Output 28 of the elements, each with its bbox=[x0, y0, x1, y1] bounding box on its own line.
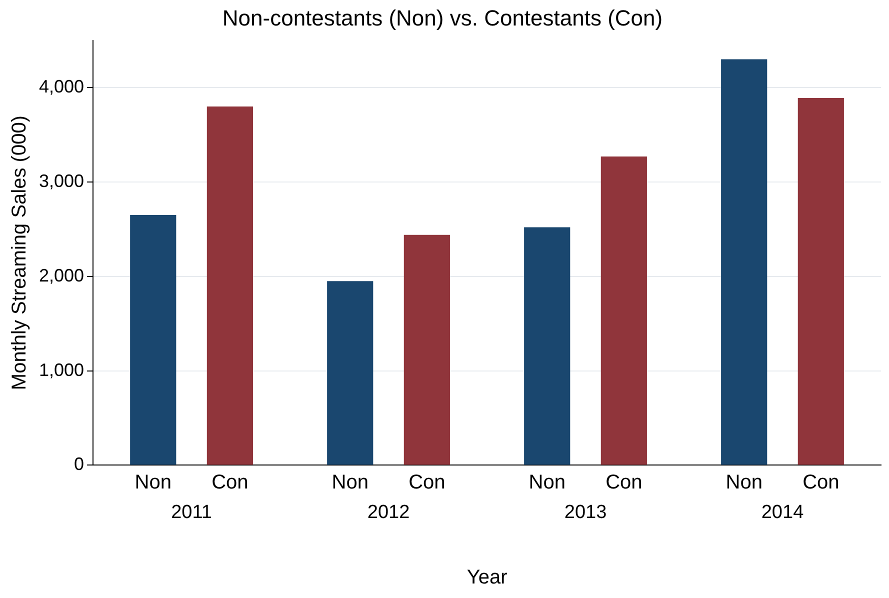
text: Non bbox=[332, 472, 368, 494]
x-tick-label: 2011 bbox=[171, 502, 212, 523]
series-label: Con bbox=[212, 472, 248, 494]
bar bbox=[206, 106, 253, 465]
text: Non bbox=[528, 472, 566, 494]
bar bbox=[721, 59, 768, 465]
text: Non bbox=[726, 472, 762, 494]
y-axis-title: Monthly Streaming Sales (000) bbox=[8, 116, 31, 390]
series-label: Non bbox=[134, 472, 172, 494]
x-tick-label: 2014 bbox=[761, 502, 804, 523]
text: Con bbox=[606, 472, 642, 494]
chart-title: Non-contestants (Non) vs. Contestants (Con) bbox=[222, 5, 663, 30]
y-tick-label: 4,000 bbox=[38, 76, 84, 97]
y-tick-label: 2,000 bbox=[38, 265, 84, 286]
x-axis-title: Year bbox=[466, 566, 508, 589]
text: Con bbox=[408, 472, 446, 494]
bar bbox=[600, 156, 647, 465]
bar bbox=[327, 281, 374, 465]
text: Con bbox=[802, 472, 840, 494]
y-tick-label: 3,000 bbox=[38, 170, 84, 191]
y-tick-label: 1,000 bbox=[38, 360, 84, 380]
bar bbox=[130, 215, 176, 465]
bar bbox=[404, 234, 450, 465]
bar bbox=[524, 227, 570, 465]
bar bbox=[798, 98, 844, 465]
y-tick-label: 0 bbox=[74, 454, 84, 474]
x-tick-label: 2013 bbox=[564, 502, 607, 523]
x-tick-label: 2012 bbox=[367, 502, 410, 523]
